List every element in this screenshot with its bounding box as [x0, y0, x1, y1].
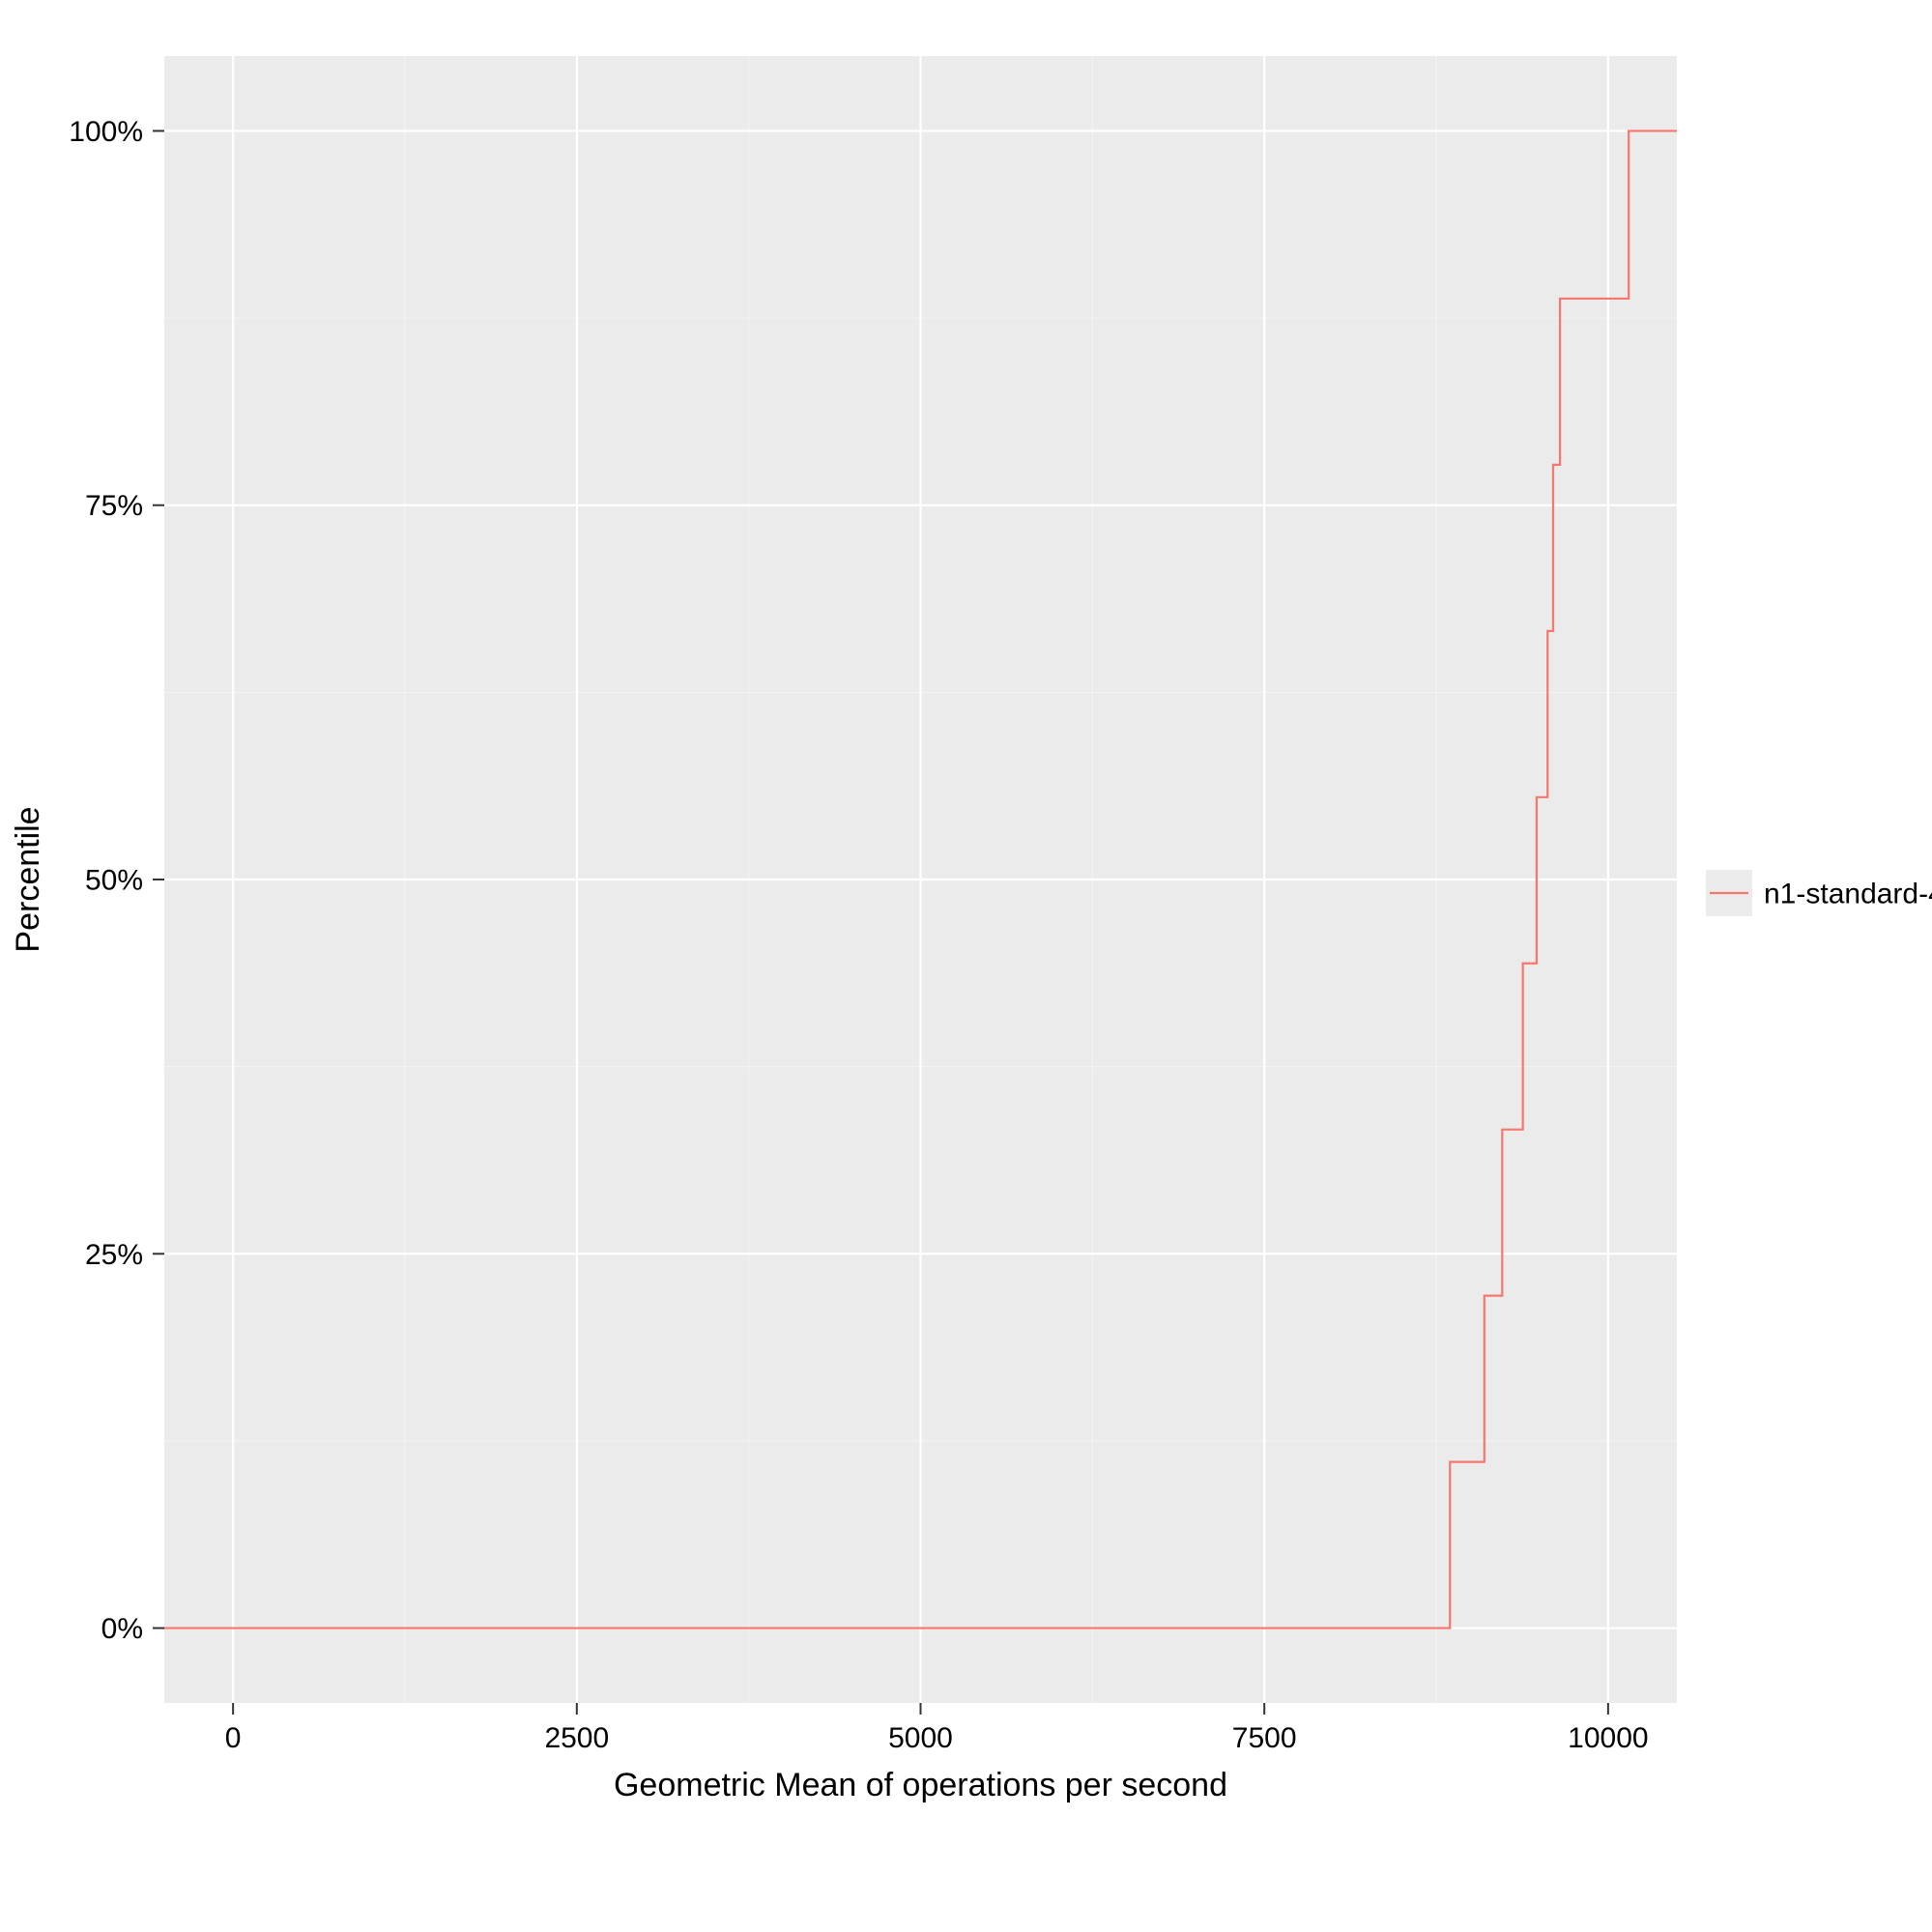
chart-container: 0 2500 5000 7500 10000 0% 25% 50% 75% 100% Geometr…: [0, 0, 1932, 1932]
y-tick-label: 75%: [85, 490, 143, 522]
y-tick-label: 100%: [69, 116, 143, 148]
x-tick-label: 0: [225, 1722, 242, 1754]
y-tick-label: 50%: [85, 865, 143, 897]
x-tick-label: 10000: [1568, 1722, 1648, 1754]
y-tick-label: 25%: [85, 1239, 143, 1271]
x-tick-label: 2500: [544, 1722, 609, 1754]
y-axis-label: Percentile: [10, 806, 46, 952]
legend-label: n1-standard-4: [1764, 879, 1932, 910]
x-tick-label: 7500: [1232, 1722, 1297, 1754]
y-tick-label: 0%: [101, 1613, 143, 1645]
x-axis-label: Geometric Mean of operations per second: [614, 1767, 1227, 1803]
percentile-chart: 0 2500 5000 7500 10000 0% 25% 50% 75% 100% Geometr…: [0, 0, 1932, 1932]
x-tick-label: 5000: [888, 1722, 953, 1754]
